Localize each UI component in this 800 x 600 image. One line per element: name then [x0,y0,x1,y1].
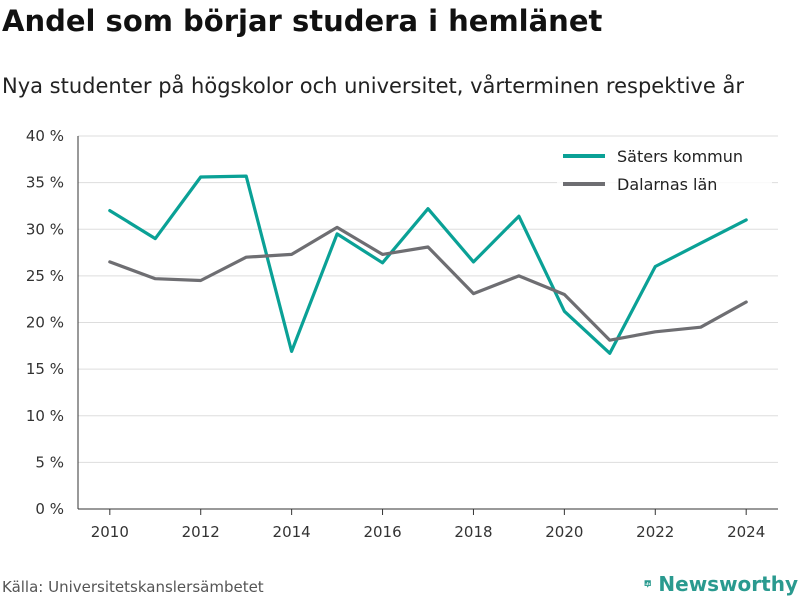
y-tick-label: 35 % [26,174,64,192]
x-tick-label: 2024 [727,523,765,541]
series-lines [108,174,748,355]
legend: Säters kommun Dalarnas län [557,143,772,195]
y-tick-label: 15 % [26,360,64,378]
x-tick-label: 2010 [91,523,129,541]
legend-entry-label: Dalarnas län [617,175,717,194]
y-tick-label: 10 % [26,407,64,425]
x-tick-label: 2012 [182,523,220,541]
y-tick-label: 30 % [26,220,64,238]
x-tick-label: 2016 [363,523,401,541]
chart-subtitle: Nya studenter på högskolor och universit… [2,74,744,98]
series-line-dalarnas-lan [108,225,748,342]
y-tick-label: 25 % [26,267,64,285]
y-tick-label: 20 % [26,314,64,332]
chart-title: Andel som börjar studera i hemlänet [2,4,603,38]
x-tick-label: 2020 [545,523,583,541]
brand-logo: Newsworthy [644,568,798,600]
y-tick-label: 40 % [26,127,64,145]
x-tick-label: 2014 [273,523,311,541]
bar-chart-pin-icon [644,580,651,588]
x-tick-label: 2018 [454,523,492,541]
source-note: Källa: Universitetskanslersämbetet [2,578,264,596]
series-line-saters-kommun [108,174,748,355]
y-tick-label: 5 % [35,453,64,471]
y-tick-label: 0 % [35,500,64,518]
legend-entry-label: Säters kommun [617,147,743,166]
axes: 0 % 5 % 10 % 15 % 20 % 25 % 30 % 35 % 40 % 2010 20… [26,127,778,541]
x-tick-label: 2022 [636,523,674,541]
brand-name: Newsworthy [658,572,798,596]
